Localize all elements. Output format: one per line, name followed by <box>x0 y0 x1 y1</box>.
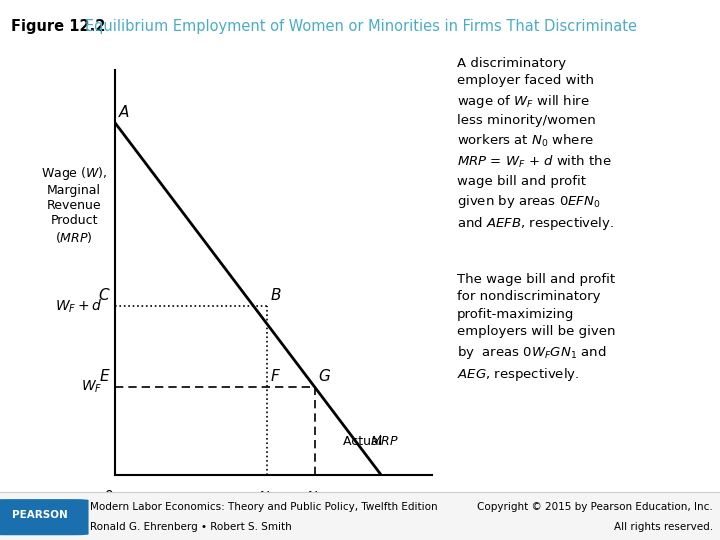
Text: Figure 12.2: Figure 12.2 <box>11 19 105 34</box>
Text: The wage bill and profit
for nondiscriminatory
profit-maximizing
employers will : The wage bill and profit for nondiscrimi… <box>457 273 616 383</box>
Text: $N_0$: $N_0$ <box>258 489 276 505</box>
Text: C: C <box>98 288 109 302</box>
Text: Modern Labor Economics: Theory and Public Policy, Twelfth Edition: Modern Labor Economics: Theory and Publi… <box>90 502 438 512</box>
Text: F: F <box>271 369 279 383</box>
Text: Wage ($W$),
Marginal
Revenue
Product
($MRP$): Wage ($W$), Marginal Revenue Product ($M… <box>41 165 107 245</box>
Text: $W_F + d$: $W_F + d$ <box>55 298 102 315</box>
Text: G: G <box>318 369 330 383</box>
Text: $N_1$: $N_1$ <box>306 489 323 505</box>
Text: Ronald G. Ehrenberg • Robert S. Smith: Ronald G. Ehrenberg • Robert S. Smith <box>90 522 292 532</box>
Text: All rights reserved.: All rights reserved. <box>613 522 713 532</box>
FancyBboxPatch shape <box>0 499 89 535</box>
Text: E: E <box>99 369 109 383</box>
Text: $W_F$: $W_F$ <box>81 379 102 395</box>
Text: B: B <box>271 288 281 302</box>
Text: Actual: Actual <box>343 435 387 448</box>
Text: A: A <box>118 105 129 119</box>
Text: 0: 0 <box>104 489 113 503</box>
Text: Equilibrium Employment of Women or Minorities in Firms That Discriminate: Equilibrium Employment of Women or Minor… <box>85 19 637 34</box>
Text: Copyright © 2015 by Pearson Education, Inc.: Copyright © 2015 by Pearson Education, I… <box>477 502 713 512</box>
Text: A discriminatory
employer faced with
wage of $W_F$ will hire
less minority/women: A discriminatory employer faced with wag… <box>457 57 614 232</box>
Text: Number of Women or Minorities Hired: Number of Women or Minorities Hired <box>136 510 398 524</box>
Text: $MRP$: $MRP$ <box>370 435 399 448</box>
Text: PEARSON: PEARSON <box>12 510 68 520</box>
